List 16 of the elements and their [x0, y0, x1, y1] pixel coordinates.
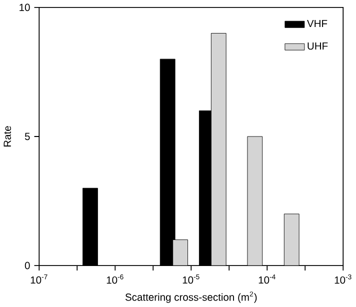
legend-label: UHF	[308, 42, 328, 50]
bar	[172, 240, 188, 266]
y-tick-label: 10	[20, 4, 30, 12]
x-tick-label: 10$^{-7}$	[30, 274, 48, 284]
x-tick-label: 10$^{-5}$	[182, 274, 200, 284]
x-tick-label: 10$^{-3}$	[334, 274, 352, 284]
bar	[247, 136, 263, 266]
legend-label: VHF	[307, 20, 328, 28]
x-tick-label: 10$^{-4}$	[258, 274, 276, 284]
bar	[284, 214, 300, 266]
y-tick-label: 0	[24, 262, 30, 270]
x-axis-title: Scattering cross-section (m$^{2}$)	[125, 292, 257, 304]
y-axis-title: Rate	[4, 126, 11, 147]
bar	[210, 33, 226, 266]
x-tick-label: 10$^{-6}$	[106, 274, 124, 284]
y-tick-label: 5	[24, 133, 30, 140]
